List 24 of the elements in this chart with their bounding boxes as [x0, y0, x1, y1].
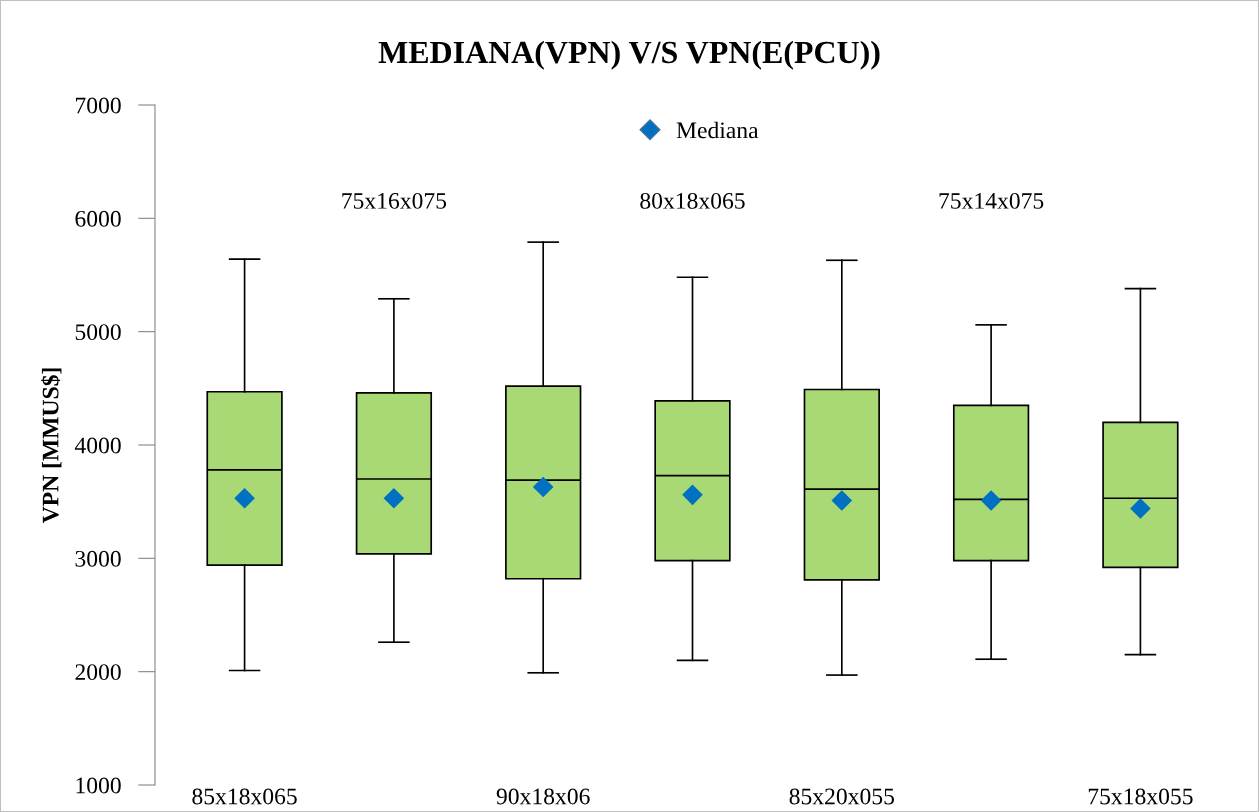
- point: [980, 490, 1002, 511]
- point: [383, 487, 405, 509]
- point: [1130, 498, 1151, 519]
- y-tick-label: 5000: [75, 324, 121, 341]
- y-axis-title: VPN [MMUS$]: [41, 368, 62, 524]
- chart-title: MEDIANA(VPN) V/S VPN(E(PCU)): [378, 40, 880, 70]
- point: [682, 484, 703, 506]
- x-tick-label: 75x18x055: [1088, 788, 1193, 805]
- y-tick-label: 3000: [75, 550, 121, 567]
- y-tick-label: 4000: [74, 437, 121, 454]
- point: [532, 476, 554, 498]
- point: [234, 487, 255, 509]
- y-tick-label: 1000: [76, 777, 121, 794]
- x-tick-label: 85x18x065: [192, 788, 297, 805]
- legend-label: Mediana: [676, 121, 759, 139]
- x-tick-label: 90x18x06: [496, 788, 590, 805]
- x-tick-label: 75x14x075: [939, 192, 1044, 209]
- y-tick-label: 6000: [75, 210, 121, 227]
- y-tick-label: 2000: [75, 664, 121, 681]
- point: [831, 490, 853, 511]
- x-tick-label: 75x16x075: [342, 192, 447, 209]
- y-tick-label: 7000: [76, 97, 121, 114]
- x-tick-label: 80x18x065: [640, 192, 745, 209]
- x-tick-label: 85x20x055: [789, 788, 895, 805]
